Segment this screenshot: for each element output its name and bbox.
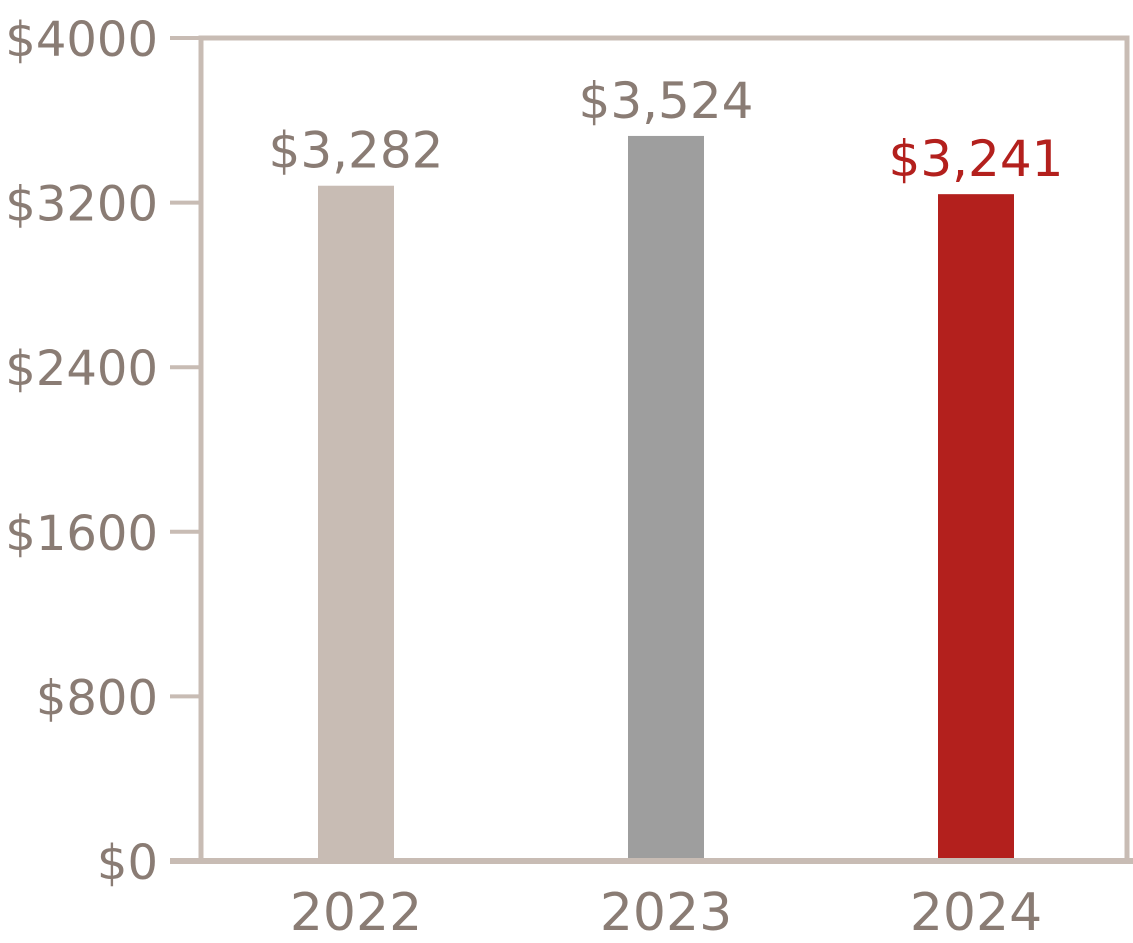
y-tick-label: $0 [97,835,158,891]
x-tick-label: 2023 [600,883,732,939]
y-tick-label: $4000 [5,12,158,68]
bar-2023 [628,135,704,858]
y-tick-label: $1600 [5,506,158,562]
y-tick-label: $800 [36,670,158,726]
data-label: $3,241 [889,130,1064,188]
data-label: $3,282 [269,122,444,180]
y-tick-label: $2400 [5,341,158,397]
data-label: $3,524 [579,72,754,130]
bar-2024 [938,194,1014,858]
x-tick-label: 2024 [910,883,1042,939]
y-tick-label: $3200 [5,177,158,233]
bar-2022 [318,185,394,858]
x-tick-label: 2022 [290,883,422,939]
